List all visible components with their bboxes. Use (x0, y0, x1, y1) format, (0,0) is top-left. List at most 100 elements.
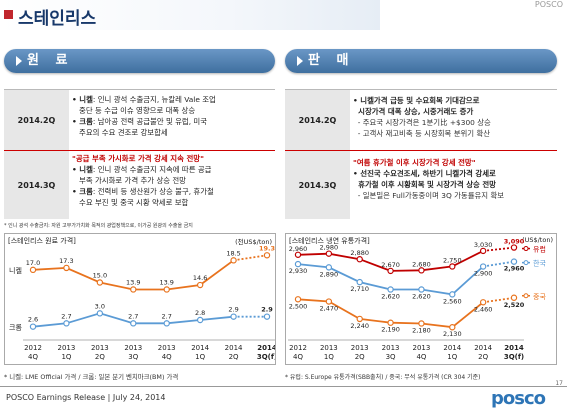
left-row-text-span: 중단 등 수급 이슈 영향으로 대폭 상승 (72, 106, 196, 115)
chart-1-data-label: 2,960 (289, 245, 308, 253)
chart-1-data-label: 2,880 (350, 249, 369, 257)
chart-1-point (325, 250, 333, 257)
chart-0-data-label: 18.5 (226, 249, 240, 257)
chart-1-data-label: 2,500 (289, 302, 308, 310)
right-chart-box: [스테인리스 냉연 유통가격] (US$/ton) 2012 4Q 2013 1Q 20… (285, 233, 557, 365)
right-row-1-line: 휴가철 이후 시황회복 및 시장가격 상승 전망 (353, 179, 557, 190)
chart-1-data-label: 2,470 (320, 305, 339, 313)
chart-1-point (418, 267, 425, 274)
chart-1-point (294, 296, 302, 303)
left-row-text-span: • 니켈 (72, 95, 93, 104)
chart-0-tick-label: 2012 (24, 344, 42, 352)
chart-0-point (263, 252, 271, 259)
left-row-3q-quarter: 2014.3Q (4, 151, 69, 219)
chart-1-point (449, 291, 456, 298)
chart-1-point (479, 299, 487, 306)
chart-1-tick-label: 2012 (289, 344, 307, 352)
chart-1-legend-label: 중국 (533, 293, 546, 301)
chart-0-point (230, 313, 237, 320)
chart-0-tick-label: 3Q (128, 353, 138, 361)
left-row-text-span: 주요의 수요 견조로 강보합세 (72, 128, 168, 137)
chart-1-data-label: 2,890 (320, 270, 339, 278)
right-row-1-line: "여름 휴가철 이후 시장가격 강세 전망" (353, 157, 557, 168)
chart-1-data-label: 2,190 (381, 326, 400, 334)
chart-0-data-label: 13.9 (159, 278, 173, 286)
left-row-text-span: : 인니 광석 수출금지 지속에 따른 공급 (92, 165, 212, 174)
chart-1-point (325, 264, 333, 271)
chart-1-tick-label: 4Q (416, 353, 426, 361)
left-row-1-line: • 크롬: 전력비 등 생산원가 상승 불구, 휴가철 (72, 186, 275, 197)
right-row-text-span: • 니켈가격 급등 및 수요회복 기대감으로 (353, 96, 480, 105)
title-bar (0, 0, 380, 30)
chart-0-data-label: 2.7 (61, 312, 71, 320)
left-row-1-line: 수요 부진 및 중국 시황 약세로 보합 (72, 197, 275, 208)
left-chart-svg: 20124Q20131Q20132Q20133Q20134Q20141Q2014… (9, 244, 275, 361)
chart-1-point (479, 263, 487, 270)
chart-0-point (96, 279, 104, 286)
left-row-text-span: "공급 부족 가시화로 가격 강세 지속 전망" (72, 154, 204, 163)
chart-0-point (63, 264, 70, 272)
left-row-text-span: 수요 부진 및 중국 시황 약세로 보합 (72, 198, 189, 207)
chart-1-series-forecast-한국 (482, 260, 515, 268)
chart-1-tick-label: 4Q (293, 353, 303, 361)
chart-1-data-label: 3,030 (474, 241, 493, 249)
right-row-3q: 2014.3Q "여름 휴가철 이후 시장가격 강세 전망" • 선진국 수요견조… (285, 150, 557, 219)
chart-0-point (29, 323, 37, 330)
left-row-text-span: 부족 가시화로 가격 추가 상승 전망 (72, 176, 186, 185)
chart-1-data-label: 2,240 (350, 322, 369, 330)
chart-0-point (230, 257, 237, 264)
right-row-0-line: - 고객사 재고비축 등 시장회복 분위기 확산 (353, 128, 557, 139)
left-row-1-line: "공급 부족 가시화로 가격 강세 지속 전망" (72, 153, 275, 164)
left-row-text-span: : 전력비 등 생산원가 상승 불구, 휴가철 (92, 187, 214, 196)
left-chart-title: [스테인리스 원료 가격] (8, 237, 76, 245)
chart-1-data-label: 2,180 (412, 326, 431, 334)
chart-0-data-label: 3.0 (95, 302, 105, 310)
right-chart-title: [스테인리스 냉연 유통가격] (289, 237, 370, 245)
right-chart-svg: 20124Q20131Q20132Q20133Q20134Q20141Q2014… (288, 238, 546, 361)
page-title: 스테인리스 (18, 9, 97, 29)
chart-0-tick-label: 2Q (229, 353, 239, 361)
chart-1-tick-label: 3Q(f) (504, 353, 524, 361)
chart-1-point (510, 258, 518, 265)
chart-0-point (29, 266, 37, 274)
right-row-text-span: 시장가격 대폭 상승, 시중거래도 증가 (353, 107, 474, 116)
chart-0-data-label: 13.9 (126, 278, 140, 286)
left-chart-unit: (천US$/ton) (235, 238, 272, 246)
chart-1-point (294, 251, 302, 258)
left-row-0-line: 주요의 수요 견조로 강보합세 (72, 127, 275, 138)
right-row-3q-quarter: 2014.3Q (285, 151, 350, 219)
left-row-0-line: • 크롬: 남아공 전력 공급불안 및 유럽, 미국 (72, 116, 275, 127)
title-bullet (4, 10, 13, 19)
chart-0-point (196, 281, 204, 289)
chart-0-point (63, 320, 70, 327)
footer-text: POSCO Earnings Release | July 24, 2014 (6, 393, 166, 402)
chart-1-data-label: 2,560 (443, 297, 462, 305)
chart-0-tick-label: 2013 (91, 344, 109, 352)
chart-1-point (449, 263, 456, 270)
chart-0-data-label: 2.8 (195, 309, 205, 317)
chart-1-point (356, 278, 363, 286)
chart-1-data-label: 3,090 (504, 238, 525, 246)
chart-0-data-label: 2.9 (228, 306, 238, 314)
chart-1-tick-label: 2013 (413, 344, 431, 352)
chart-0-tick-label: 2014 (257, 344, 275, 352)
chart-1-data-label: 2,930 (289, 267, 308, 275)
chart-1-data-label: 2,620 (381, 292, 400, 300)
left-panel-header: 원 료 (4, 49, 275, 73)
chart-0-tick-label: 2014 (225, 344, 243, 352)
left-row-3q: 2014.3Q "공급 부족 가시화로 가격 강세 지속 전망" • 니켈: 인니… (4, 150, 275, 219)
left-row-text-span: • 크롬 (72, 117, 93, 126)
chart-1-data-label: 2,520 (504, 301, 525, 309)
right-row-1-line: - 일본밀은 Full가동중이며 3Q 가동률유지 확보 (353, 190, 557, 201)
right-panel-header: 판 매 (285, 49, 557, 73)
chart-1-tick-label: 2014 (474, 344, 492, 352)
chart-0-point (163, 320, 170, 327)
left-row-text-span: • 크롬 (72, 187, 93, 196)
chart-1-series-forecast-중국 (482, 296, 515, 304)
chart-0-tick-label: 1Q (61, 353, 71, 361)
chart-0-data-label: 2.7 (162, 312, 172, 320)
chart-1-tick-label: 2Q (355, 353, 365, 361)
left-row-text-span: : 인니 광석 수출금지, 뉴칼레 Vale 조업 (92, 95, 216, 104)
left-row-0-line: • 니켈: 인니 광석 수출금지, 뉴칼레 Vale 조업 (72, 94, 275, 105)
left-row-2q-quarter: 2014.2Q (4, 90, 69, 150)
